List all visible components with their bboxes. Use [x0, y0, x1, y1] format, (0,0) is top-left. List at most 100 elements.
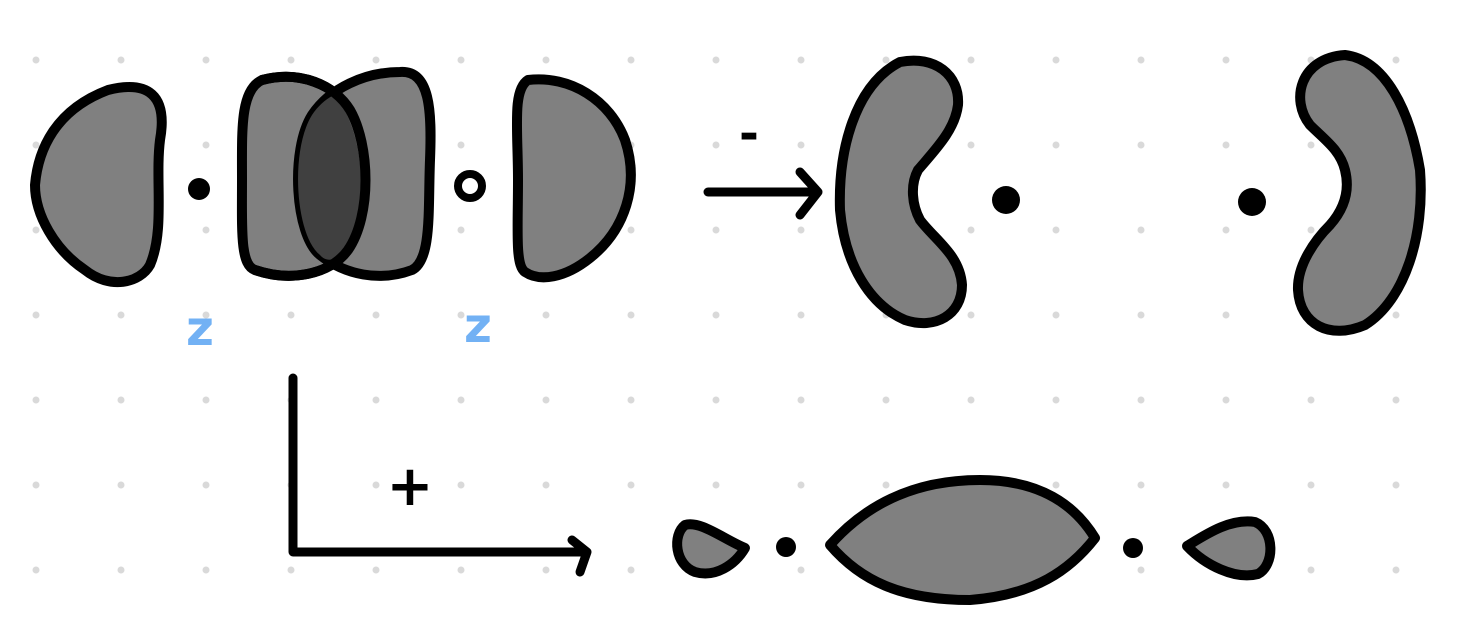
grid-dot: [1137, 396, 1145, 404]
z-label-left: z: [186, 301, 214, 357]
antibonding-left-lobe: [834, 55, 967, 329]
overlap-region: [298, 96, 362, 260]
grid-dot: [627, 481, 635, 489]
grid-dot: [882, 481, 890, 489]
grid-dot: [1137, 481, 1145, 489]
grid-dot: [202, 226, 210, 234]
antibonding-left-nucleus: [992, 186, 1020, 214]
grid-dot: [882, 396, 890, 404]
grid-dot: [1392, 481, 1400, 489]
grid-dot: [1137, 226, 1145, 234]
grid-dot: [1392, 311, 1400, 319]
grid-dot: [32, 226, 40, 234]
grid-dot: [1222, 481, 1230, 489]
antibonding-right-nucleus: [1238, 188, 1266, 216]
grid-dot: [457, 311, 465, 319]
plus-combination: +: [288, 373, 592, 577]
grid-dot: [712, 396, 720, 404]
grid-dot: [627, 566, 635, 574]
grid-dot: [882, 56, 890, 64]
grid-dot: [32, 56, 40, 64]
grid-dot: [117, 566, 125, 574]
grid-dot: [372, 566, 380, 574]
bonding-orbital: [672, 475, 1276, 605]
grid-dot: [202, 396, 210, 404]
plus-sign-label: +: [387, 454, 434, 519]
overlap-outline: [250, 71, 371, 281]
bonding-right-nucleus: [1123, 538, 1143, 558]
grid-dot: [1222, 311, 1230, 319]
grid-dot: [712, 141, 720, 149]
grid-dot: [1307, 481, 1315, 489]
left-nucleus: [188, 178, 210, 200]
minus-combination: -: [703, 106, 823, 220]
grid-dot: [1137, 56, 1145, 64]
grid-dot: [1392, 396, 1400, 404]
grid-dot: [967, 141, 975, 149]
grid-dot: [1052, 226, 1060, 234]
grid-dot: [202, 141, 210, 149]
grid-dot: [457, 566, 465, 574]
grid-dot: [117, 396, 125, 404]
grid-dot: [117, 481, 125, 489]
grid-dot: [797, 56, 805, 64]
antibonding-orbital: [834, 50, 1426, 336]
grid-dot: [712, 481, 720, 489]
grid-dot: [457, 396, 465, 404]
grid-dot: [457, 141, 465, 149]
grid-dot: [32, 311, 40, 319]
grid-dot: [797, 141, 805, 149]
grid-dot: [712, 226, 720, 234]
grid-dot: [117, 311, 125, 319]
grid-dot: [202, 481, 210, 489]
grid-dot: [287, 566, 295, 574]
grid-dot: [1052, 311, 1060, 319]
antibonding-right-lobe: [1293, 50, 1426, 336]
grid-dot: [542, 56, 550, 64]
right-nucleus: [454, 170, 486, 202]
bonding-left-nucleus: [776, 537, 796, 557]
grid-dot: [542, 566, 550, 574]
grid-dot: [797, 396, 805, 404]
grid-dot: [372, 56, 380, 64]
grid-dot: [797, 481, 805, 489]
right-arrow-icon: [703, 167, 823, 220]
z-label-right: z: [464, 298, 492, 354]
elbow-arrow-icon: [288, 373, 592, 577]
grid-dot: [202, 566, 210, 574]
grid-dot: [627, 311, 635, 319]
grid-dot: [1222, 56, 1230, 64]
grid-dot: [712, 56, 720, 64]
grid-dot: [1052, 56, 1060, 64]
grid-dot: [287, 311, 295, 319]
grid-dot: [967, 311, 975, 319]
grid-dot: [1222, 141, 1230, 149]
grid-dot: [1137, 141, 1145, 149]
grid-dot: [1307, 396, 1315, 404]
right-atom-outer-lobe: [511, 74, 636, 283]
bonding-central-lobe: [825, 475, 1100, 605]
grid-dot: [797, 311, 805, 319]
grid-dot: [1052, 141, 1060, 149]
grid-dot: [1307, 226, 1315, 234]
grid-dot: [967, 226, 975, 234]
grid-dot: [1052, 481, 1060, 489]
grid-dot: [797, 566, 805, 574]
grid-dot: [372, 396, 380, 404]
grid-dot: [457, 226, 465, 234]
grid-dot: [1392, 566, 1400, 574]
grid-dot: [202, 311, 210, 319]
grid-dot: [1137, 566, 1145, 574]
grid-dot: [32, 481, 40, 489]
grid-dot: [372, 311, 380, 319]
right-p-orbital: [250, 67, 636, 283]
minus-sign-label: -: [739, 106, 759, 162]
grid-dot: [967, 56, 975, 64]
grid-dot: [967, 396, 975, 404]
grid-dot: [1307, 566, 1315, 574]
grid-dot: [117, 56, 125, 64]
grid-dot: [457, 56, 465, 64]
grid-dot: [627, 56, 635, 64]
grid-dot: [372, 481, 380, 489]
grid-dot: [627, 396, 635, 404]
